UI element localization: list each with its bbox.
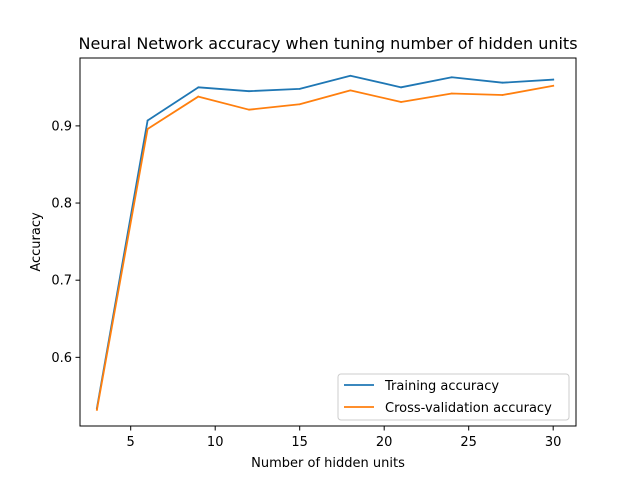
x-tick-label: 15: [291, 435, 308, 450]
plot-area: 5 10 15 20 25 30 0.6 0.7 0.8 0.9: [51, 57, 577, 450]
data-point-training-accuracy: [146, 119, 149, 122]
data-point-cross-validation-accuracy: [450, 92, 453, 95]
data-point-cross-validation-accuracy: [501, 94, 504, 96]
legend-label-cross-validation: Cross-validation accuracy: [385, 401, 552, 416]
y-axis: 0.6 0.7 0.8 0.9: [51, 119, 80, 366]
data-point-training-accuracy: [501, 81, 504, 84]
data-point-cross-validation-accuracy: [400, 101, 402, 103]
data-point-training-accuracy: [298, 87, 301, 90]
series-line-cross-validation-accuracy: [95, 84, 555, 411]
data-point-training-accuracy: [450, 76, 453, 79]
data-point-training-accuracy: [552, 78, 555, 81]
plot-background: [80, 58, 576, 426]
y-axis-title: Accuracy: [29, 212, 44, 272]
x-tick-label: 25: [460, 435, 477, 450]
series-line-training-accuracy: [95, 74, 555, 410]
legend: Training accuracy Cross-validation accur…: [337, 373, 570, 421]
y-tick-label: 0.6: [51, 351, 72, 366]
data-point-training-accuracy: [400, 86, 402, 89]
legend-box: [337, 373, 570, 421]
data-point-cross-validation-accuracy: [248, 108, 250, 111]
y-tick-label: 0.9: [51, 119, 72, 134]
x-tick-label: 20: [376, 435, 393, 450]
legend-label-training: Training accuracy: [384, 379, 499, 394]
x-tick-label: 30: [545, 435, 562, 450]
x-axis: 5 10 15 20 25 30: [127, 426, 562, 450]
data-point-cross-validation-accuracy: [349, 89, 352, 92]
data-point-training-accuracy: [248, 90, 250, 93]
data-point-cross-validation-accuracy: [146, 128, 149, 130]
data-point-cross-validation-accuracy: [197, 95, 200, 98]
y-tick-label: 0.7: [51, 274, 72, 289]
y-tick-label: 0.8: [51, 197, 72, 212]
data-point-cross-validation-accuracy: [552, 84, 555, 87]
x-tick-label: 10: [207, 435, 224, 450]
plot-frame: [79, 57, 577, 427]
data-point-training-accuracy: [197, 86, 200, 89]
x-axis-title: Number of hidden units: [251, 456, 405, 471]
data-point-cross-validation-accuracy: [298, 103, 301, 106]
x-tick-label: 5: [127, 435, 135, 450]
chart-title: Neural Network accuracy when tuning numb…: [78, 34, 577, 53]
data-point-training-accuracy: [349, 74, 352, 77]
series-layer: [95, 74, 555, 411]
data-point-cross-validation-accuracy: [96, 408, 98, 411]
